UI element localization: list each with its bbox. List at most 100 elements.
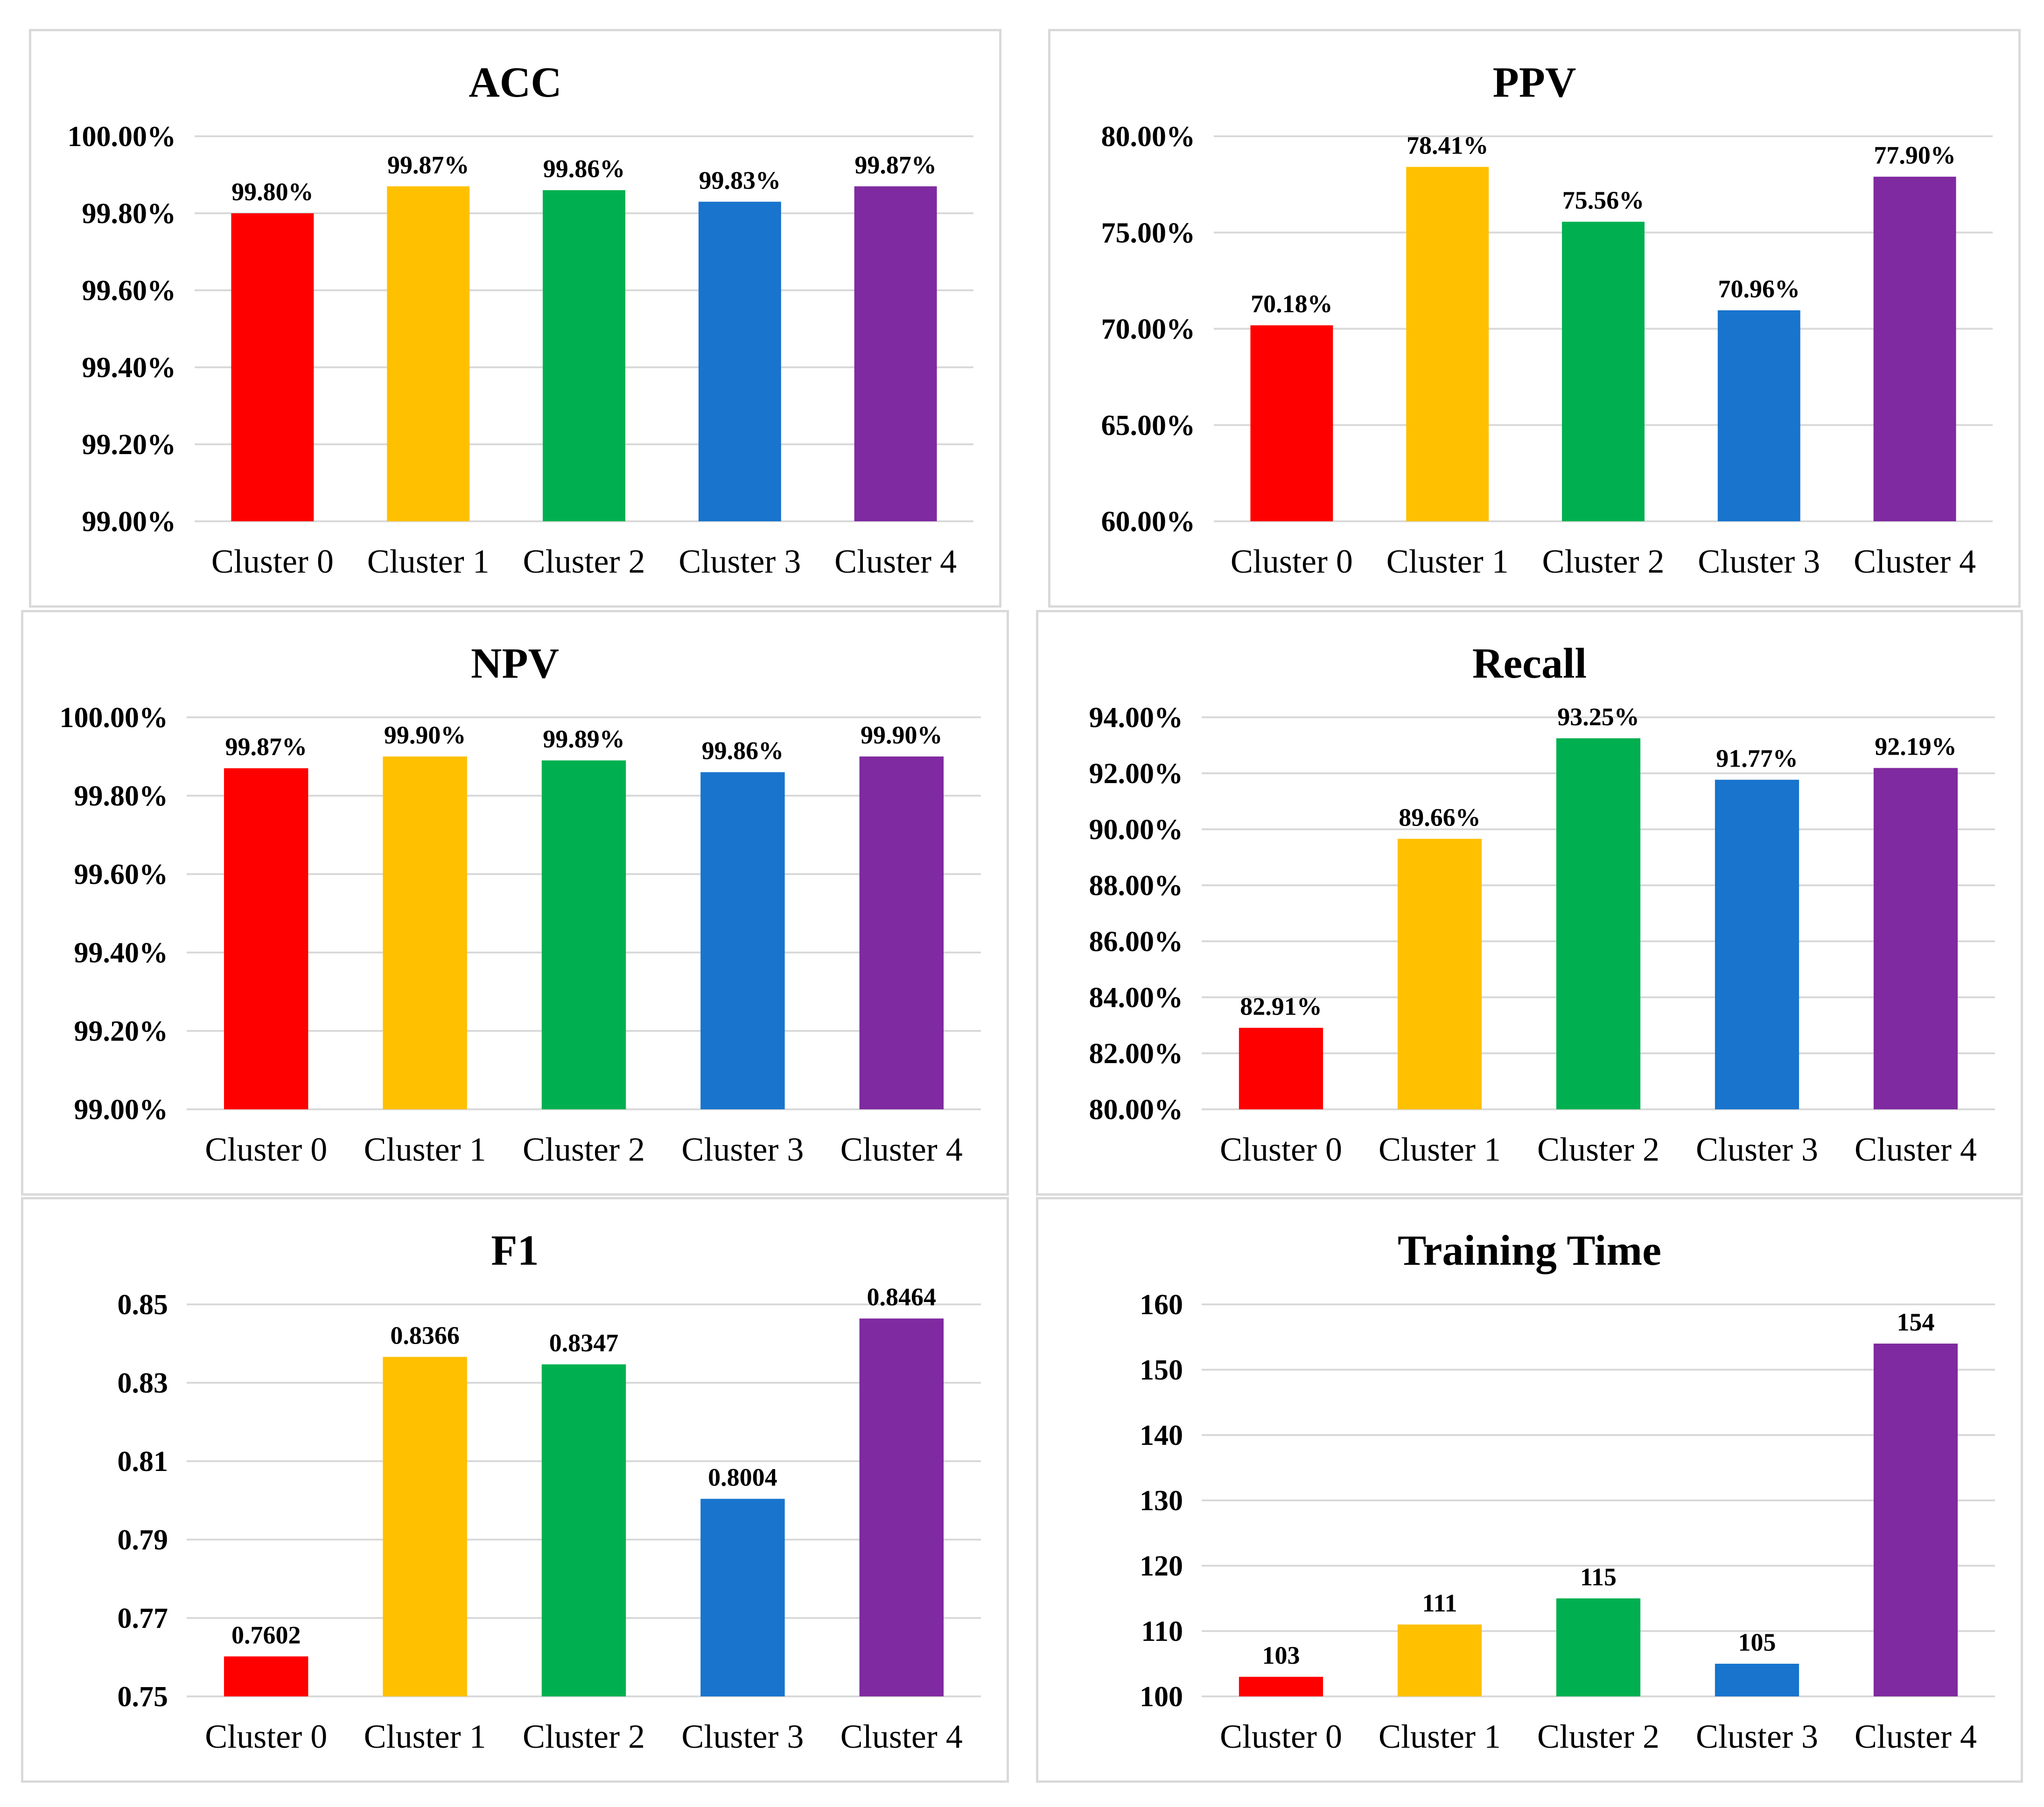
f1-chart-bar-cluster-0: [224, 1656, 308, 1696]
f1-chart-category-label-cluster-3: Cluster 3: [681, 1718, 804, 1755]
f1-chart-category-label-cluster-1: Cluster 1: [364, 1718, 486, 1755]
f1-chart-bar-cluster-3: [700, 1499, 785, 1696]
f1-chart-bar-cluster-4: [859, 1318, 944, 1696]
f1-chart: F1 0.75 0.77 0.79 0.81 0.83 0.85 0.7602 Cluster …: [118, 1226, 981, 1755]
f1-chart-y-tick-label: 0.85: [118, 1289, 168, 1321]
recall-chart-bar-cluster-4: [1873, 768, 1958, 1109]
acc-chart-category-label-cluster-2: Cluster 2: [523, 543, 645, 580]
ppv-chart-y-tick-label: 75.00%: [1101, 217, 1196, 249]
ppv-chart-data-label-cluster-0: 70.18%: [1251, 290, 1333, 318]
recall-chart-panel: Recall 80.00% 82.00% 84.00% 86.00% 88.00% 90.0…: [1036, 610, 2023, 1196]
training-time-chart-y-tick-label: 110: [1141, 1616, 1183, 1647]
recall-chart-category-label-cluster-1: Cluster 1: [1379, 1131, 1501, 1168]
training-time-chart-category-label-cluster-3: Cluster 3: [1696, 1718, 1818, 1755]
ppv-chart-bar-cluster-4: [1873, 176, 1956, 521]
npv-chart-y-tick-label: 99.80%: [74, 780, 168, 812]
npv-chart-bar-cluster-4: [859, 756, 944, 1109]
acc-chart-y-tick-label: 99.20%: [82, 429, 176, 461]
ppv-chart-bar-cluster-2: [1562, 222, 1645, 521]
acc-chart-data-label-cluster-2: 99.86%: [543, 155, 625, 183]
training-time-chart-data-label-cluster-1: 111: [1422, 1589, 1457, 1617]
recall-chart-bar-cluster-0: [1239, 1028, 1323, 1109]
recall-chart-data-label-cluster-0: 82.91%: [1240, 992, 1322, 1020]
ppv-chart-panel: PPV 60.00% 65.00% 70.00% 75.00% 80.00% 70.18% C…: [1048, 29, 2021, 608]
f1-chart-data-label-cluster-3: 0.8004: [708, 1464, 777, 1492]
npv-chart: NPV 99.00% 99.20% 99.40% 99.60% 99.80% 100.00%…: [60, 639, 981, 1168]
acc-chart-bar-cluster-4: [854, 186, 937, 521]
ppv-chart-category-label-cluster-0: Cluster 0: [1231, 543, 1353, 580]
npv-chart-y-tick-label: 99.00%: [74, 1094, 168, 1126]
npv-chart-panel: NPV 99.00% 99.20% 99.40% 99.60% 99.80% 100.00%…: [21, 610, 1009, 1196]
ppv-chart-data-label-cluster-2: 75.56%: [1562, 186, 1645, 214]
acc-chart-title: ACC: [469, 58, 561, 106]
training-time-chart-y-tick-label: 160: [1140, 1289, 1183, 1321]
f1-chart-y-tick-label: 0.79: [118, 1524, 168, 1556]
ppv-chart-category-label-cluster-3: Cluster 3: [1698, 543, 1820, 580]
f1-chart-y-tick-label: 0.83: [118, 1367, 168, 1399]
npv-chart-category-label-cluster-2: Cluster 2: [523, 1131, 645, 1168]
ppv-chart-y-tick-label: 70.00%: [1101, 314, 1196, 345]
acc-chart-category-label-cluster-3: Cluster 3: [679, 543, 801, 580]
npv-chart-y-tick-label: 100.00%: [60, 702, 168, 734]
recall-chart-bar-cluster-2: [1556, 738, 1641, 1109]
recall-chart-y-tick-label: 92.00%: [1089, 758, 1183, 790]
f1-chart-bar-cluster-1: [383, 1357, 467, 1696]
acc-chart-bar-cluster-1: [387, 186, 470, 521]
f1-chart-y-tick-label: 0.77: [118, 1603, 168, 1634]
training-time-chart: Training Time 100 110 120 130 140 150 160 103 Clu…: [1140, 1226, 1995, 1755]
f1-chart-data-label-cluster-2: 0.8347: [549, 1329, 619, 1357]
npv-chart-category-label-cluster-4: Cluster 4: [840, 1131, 963, 1168]
ppv-chart-bar-cluster-0: [1250, 325, 1333, 521]
acc-chart-category-label-cluster-0: Cluster 0: [211, 543, 334, 580]
recall-chart-bar-cluster-1: [1397, 839, 1482, 1109]
recall-chart-y-tick-label: 86.00%: [1089, 926, 1183, 958]
recall-chart-y-tick-label: 94.00%: [1089, 702, 1183, 734]
f1-chart-panel: F1 0.75 0.77 0.79 0.81 0.83 0.85 0.7602 Cluster …: [21, 1197, 1009, 1783]
acc-chart: ACC 99.00% 99.20% 99.40% 99.60% 99.80% 100.00%…: [68, 58, 973, 580]
acc-chart-data-label-cluster-0: 99.80%: [231, 178, 314, 206]
acc-chart-category-label-cluster-4: Cluster 4: [834, 543, 957, 580]
recall-chart-bar-cluster-3: [1715, 779, 1799, 1109]
npv-chart-bar-cluster-3: [700, 772, 785, 1109]
ppv-chart-bar-cluster-3: [1717, 310, 1800, 521]
ppv-chart-bar-cluster-1: [1406, 167, 1489, 521]
npv-chart-data-label-cluster-0: 99.87%: [225, 733, 307, 761]
f1-chart-y-tick-label: 0.75: [118, 1681, 168, 1713]
ppv-chart-title: PPV: [1493, 58, 1576, 106]
f1-chart-data-label-cluster-4: 0.8464: [867, 1283, 937, 1311]
recall-chart-y-tick-label: 80.00%: [1089, 1094, 1183, 1126]
npv-chart-bar-cluster-0: [224, 768, 308, 1109]
training-time-chart-bar-cluster-4: [1873, 1344, 1958, 1696]
f1-chart-title: F1: [491, 1226, 539, 1274]
recall-chart: Recall 80.00% 82.00% 84.00% 86.00% 88.00% 90.0…: [1089, 639, 1995, 1168]
acc-chart-data-label-cluster-3: 99.83%: [699, 166, 781, 194]
npv-chart-category-label-cluster-0: Cluster 0: [205, 1131, 327, 1168]
npv-chart-bar-cluster-2: [541, 760, 626, 1109]
ppv-chart: PPV 60.00% 65.00% 70.00% 75.00% 80.00% 70.18% C…: [1101, 58, 1993, 580]
acc-chart-panel: ACC 99.00% 99.20% 99.40% 99.60% 99.80% 100.00%…: [29, 29, 1001, 608]
acc-chart-category-label-cluster-1: Cluster 1: [367, 543, 490, 580]
ppv-chart-data-label-cluster-4: 77.90%: [1874, 141, 1956, 169]
recall-chart-y-tick-label: 90.00%: [1089, 814, 1183, 846]
acc-chart-y-tick-label: 100.00%: [68, 121, 176, 153]
recall-chart-category-label-cluster-0: Cluster 0: [1220, 1131, 1342, 1168]
recall-chart-data-label-cluster-2: 93.25%: [1557, 703, 1639, 731]
training-time-chart-data-label-cluster-2: 115: [1580, 1563, 1617, 1591]
training-time-chart-bar-cluster-2: [1556, 1598, 1641, 1696]
f1-chart-data-label-cluster-1: 0.8366: [390, 1322, 460, 1350]
training-time-chart-bar-cluster-0: [1239, 1677, 1323, 1696]
f1-chart-data-label-cluster-0: 0.7602: [231, 1621, 301, 1649]
npv-chart-data-label-cluster-3: 99.86%: [702, 737, 784, 765]
npv-chart-y-tick-label: 99.20%: [74, 1016, 168, 1047]
training-time-chart-bar-cluster-3: [1715, 1664, 1799, 1696]
npv-chart-title: NPV: [471, 639, 559, 687]
acc-chart-bar-cluster-3: [698, 202, 781, 521]
ppv-chart-data-label-cluster-1: 78.41%: [1407, 132, 1489, 160]
recall-chart-y-tick-label: 82.00%: [1089, 1038, 1183, 1070]
ppv-chart-category-label-cluster-1: Cluster 1: [1386, 543, 1509, 580]
training-time-chart-category-label-cluster-0: Cluster 0: [1220, 1718, 1342, 1755]
recall-chart-category-label-cluster-4: Cluster 4: [1855, 1131, 1977, 1168]
acc-chart-bar-cluster-0: [231, 213, 314, 521]
training-time-chart-category-label-cluster-2: Cluster 2: [1537, 1718, 1659, 1755]
ppv-chart-category-label-cluster-2: Cluster 2: [1542, 543, 1665, 580]
